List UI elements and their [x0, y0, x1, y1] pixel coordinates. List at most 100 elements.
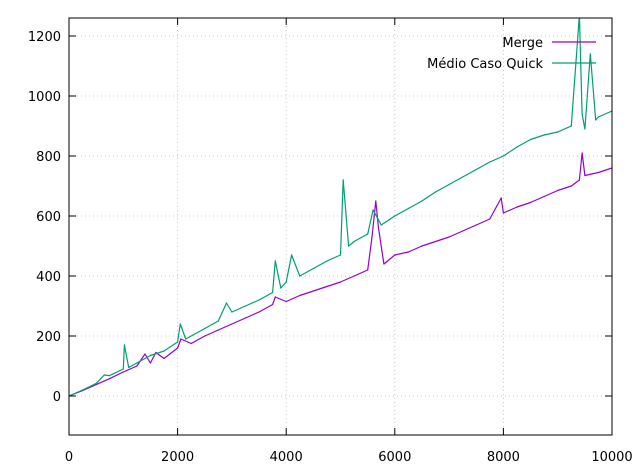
data-point [312, 267, 314, 270]
data-point [353, 275, 355, 277]
series-line-1 [69, 18, 612, 397]
data-point [475, 168, 477, 171]
data-point [180, 338, 182, 340]
data-point [258, 311, 260, 313]
data-point [272, 303, 274, 306]
data-point [291, 254, 293, 256]
data-point [339, 281, 342, 283]
data-point [421, 245, 423, 247]
y-tick-label: 0 [53, 390, 61, 405]
data-point [543, 134, 545, 136]
axis-ticks: 0 200 400 600 800 1000 1200 0 2000 4000 6000 8000 10… [28, 18, 633, 465]
data-point [179, 323, 181, 325]
data-point [500, 197, 502, 199]
data-point [597, 171, 600, 174]
legend-label-0: Merge [502, 36, 543, 51]
data-point [231, 311, 233, 313]
y-tick-label: 1000 [28, 90, 61, 105]
y-tick-label: 1200 [28, 30, 61, 45]
data-point [244, 305, 247, 307]
data-point [326, 285, 328, 288]
data-point [489, 218, 491, 220]
y-tick-label: 600 [36, 210, 61, 225]
data-point [581, 152, 583, 154]
data-point [589, 53, 591, 55]
data-point [109, 375, 111, 377]
data-point [475, 224, 477, 226]
data-point [217, 329, 219, 331]
data-point [312, 290, 314, 292]
y-tick-label: 400 [36, 270, 61, 285]
data-point [342, 179, 344, 181]
data-point [543, 195, 545, 198]
data-point [274, 260, 276, 262]
data-point [375, 200, 377, 202]
grid-lines [68, 18, 613, 435]
data-point [529, 201, 532, 204]
data-point [579, 14, 580, 15]
data-point [516, 146, 518, 148]
series-layer [69, 14, 612, 397]
plot-border [68, 17, 613, 436]
data-point [274, 296, 276, 298]
data-point [394, 215, 396, 217]
data-point [109, 378, 111, 380]
data-point [380, 224, 382, 226]
data-point [462, 230, 464, 232]
data-point [299, 275, 301, 277]
data-point [299, 294, 301, 297]
data-point [462, 176, 464, 178]
data-point [489, 161, 491, 163]
data-point [557, 131, 559, 133]
data-point [529, 138, 532, 141]
data-point [394, 254, 396, 256]
legend: Merge Médio Caso Quick [427, 36, 596, 72]
x-tick-label: 6000 [378, 450, 411, 465]
data-point [584, 174, 586, 177]
data-point [581, 113, 583, 115]
x-tick-label: 8000 [487, 450, 520, 465]
x-tick-label: 10000 [591, 450, 632, 465]
data-point [285, 281, 287, 283]
data-point [448, 183, 450, 186]
data-point [502, 155, 504, 157]
data-point [204, 327, 206, 330]
data-point [516, 206, 518, 208]
data-point [122, 371, 124, 373]
data-point [163, 350, 165, 352]
data-point [123, 344, 125, 346]
data-point [377, 227, 380, 229]
data-point [434, 191, 437, 193]
data-point [407, 251, 409, 253]
data-point [285, 300, 287, 303]
data-point [163, 357, 165, 360]
data-point [383, 263, 385, 265]
data-point [597, 116, 600, 118]
x-tick-label: 2000 [161, 450, 194, 465]
data-point [217, 320, 219, 322]
data-point [149, 362, 152, 364]
data-point [280, 287, 282, 289]
data-point [155, 351, 157, 354]
data-point [570, 125, 572, 127]
data-point [584, 128, 586, 130]
y-tick-label: 200 [36, 330, 61, 345]
data-point [177, 341, 179, 343]
data-point [339, 254, 342, 256]
data-point [225, 302, 228, 304]
data-point [502, 212, 504, 214]
data-point [258, 299, 260, 301]
data-point [95, 384, 97, 386]
data-point [103, 374, 105, 376]
data-point [95, 382, 97, 384]
data-point [244, 317, 247, 319]
data-point [348, 245, 350, 247]
data-point [136, 365, 138, 367]
data-point [81, 389, 84, 391]
data-point [144, 353, 146, 355]
data-point [122, 368, 124, 370]
data-point [272, 291, 274, 294]
data-point [570, 185, 572, 187]
data-point [434, 240, 437, 243]
